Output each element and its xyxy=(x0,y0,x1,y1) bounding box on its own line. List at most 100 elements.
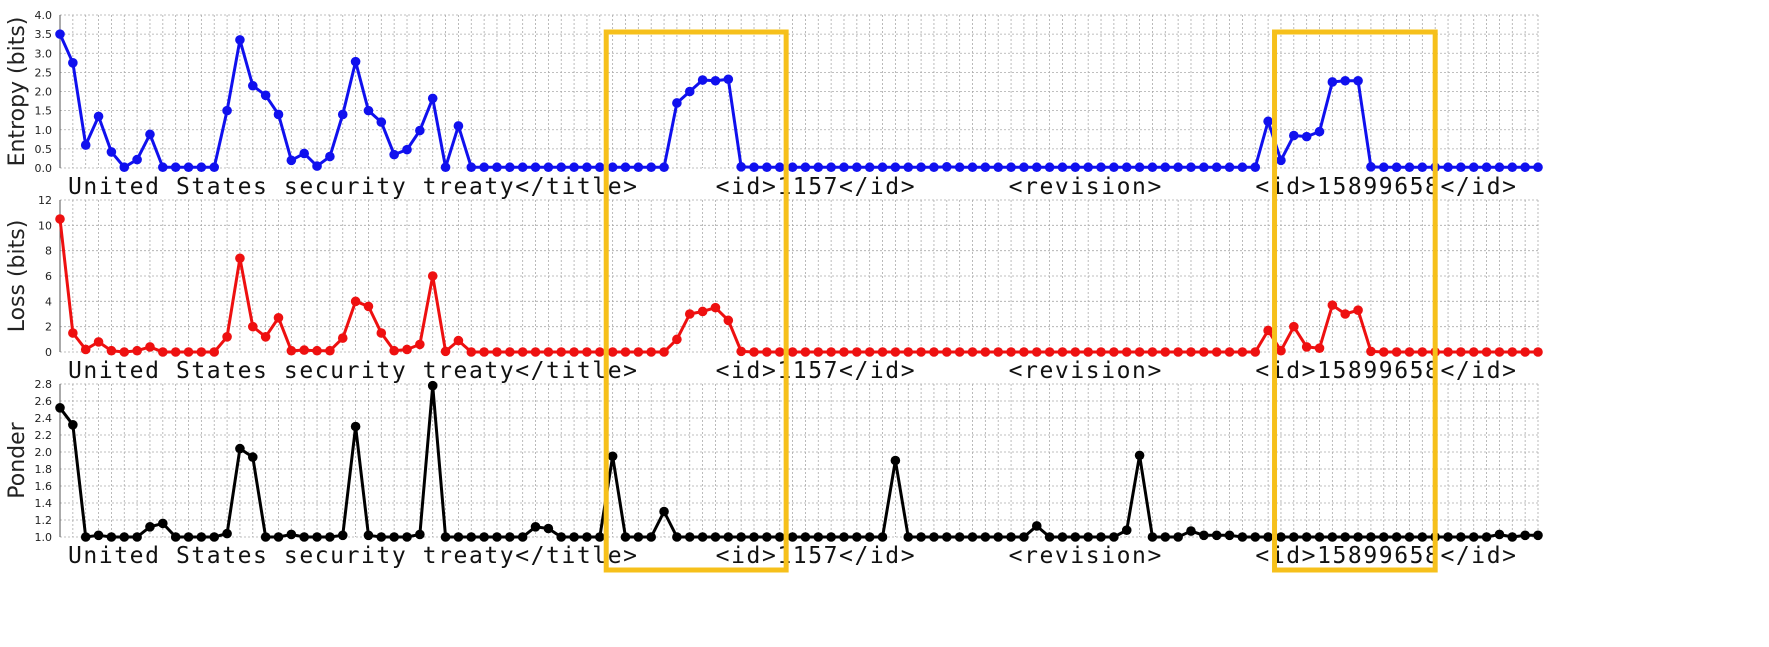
loss-point xyxy=(454,336,464,346)
ponder-point xyxy=(582,532,592,542)
ponder-point xyxy=(119,532,129,542)
loss-point xyxy=(479,347,489,357)
loss-point xyxy=(724,316,734,326)
ponder-point xyxy=(1199,531,1209,541)
entropy-point xyxy=(1045,162,1055,172)
ponder-point xyxy=(1418,532,1428,542)
loss-point xyxy=(1469,347,1479,357)
loss-point xyxy=(197,347,207,357)
entropy-point xyxy=(762,162,772,172)
loss-point xyxy=(659,347,669,357)
entropy-point xyxy=(1199,162,1209,172)
loss-point xyxy=(1302,342,1312,352)
loss-point xyxy=(826,347,836,357)
entropy-point xyxy=(325,152,335,162)
ponder-point xyxy=(222,529,232,539)
entropy-point xyxy=(608,162,618,172)
loss-point xyxy=(981,347,991,357)
ponder-point xyxy=(878,532,888,542)
ponder-point xyxy=(1392,532,1402,542)
ponder-point xyxy=(1469,532,1479,542)
loss-point xyxy=(1109,347,1119,357)
entropy-point xyxy=(698,75,708,85)
loss-point xyxy=(1495,347,1505,357)
ponder-point xyxy=(595,532,605,542)
loss-point xyxy=(287,346,297,356)
ponder-point xyxy=(1482,532,1492,542)
ponder-point xyxy=(492,532,502,542)
loss-point xyxy=(1160,347,1170,357)
entropy-point xyxy=(145,130,155,140)
entropy-point xyxy=(1469,162,1479,172)
entropy-point xyxy=(428,94,438,104)
ponder-point xyxy=(955,532,965,542)
ponder-point xyxy=(428,381,438,391)
entropy-point xyxy=(1353,76,1363,86)
ponder-point xyxy=(1302,532,1312,542)
loss-point xyxy=(1315,343,1325,353)
ponder-point xyxy=(338,531,348,541)
ponder-point xyxy=(325,532,335,542)
ponder-point xyxy=(1071,532,1081,542)
ponder-point xyxy=(1058,532,1068,542)
entropy-panel: 0.0 0.5 1.0 1.5 2.0 2.5 3.0 3.5 4.0 Entropy (bits… xyxy=(5,9,1543,200)
entropy-point xyxy=(1058,162,1068,172)
loss-point xyxy=(1276,346,1286,356)
entropy-point xyxy=(235,35,245,45)
ponder-point xyxy=(1353,532,1363,542)
ponder-point xyxy=(698,532,708,542)
ponder-point xyxy=(1160,532,1170,542)
ponder-point xyxy=(402,532,412,542)
entropy-point xyxy=(1482,162,1492,172)
loss-point xyxy=(1456,347,1466,357)
loss-ytick-label: 8 xyxy=(45,245,52,258)
entropy-point xyxy=(1418,162,1428,172)
ponder-point xyxy=(248,452,258,462)
ponder-ytick-label: 2.4 xyxy=(35,412,53,425)
ponder-point xyxy=(55,403,65,413)
loss-point xyxy=(711,303,721,313)
entropy-point xyxy=(1019,162,1029,172)
loss-point xyxy=(428,271,438,281)
loss-point xyxy=(775,347,785,357)
ponder-ytick-label: 2.0 xyxy=(35,446,53,459)
entropy-point xyxy=(197,162,207,172)
entropy-point xyxy=(993,162,1003,172)
ponder-point xyxy=(544,524,554,534)
ponder-point xyxy=(171,532,181,542)
loss-ytick-label: 0 xyxy=(45,346,52,359)
entropy-point xyxy=(646,162,656,172)
loss-ytick-label: 10 xyxy=(38,219,52,232)
loss-point xyxy=(865,347,875,357)
loss-point xyxy=(878,347,888,357)
ponder-point xyxy=(145,522,155,532)
ponder-point xyxy=(107,532,117,542)
ponder-point xyxy=(1122,525,1132,535)
loss-point xyxy=(1379,347,1389,357)
entropy-point xyxy=(865,162,875,172)
ponder-point xyxy=(1238,532,1248,542)
ponder-point xyxy=(518,532,528,542)
ponder-point xyxy=(1019,532,1029,542)
ponder-point xyxy=(556,532,566,542)
entropy-point xyxy=(968,162,978,172)
loss-point xyxy=(852,347,862,357)
loss-point xyxy=(621,347,631,357)
entropy-point xyxy=(1263,117,1273,127)
entropy-point xyxy=(1225,162,1235,172)
entropy-point xyxy=(1289,131,1299,141)
loss-point xyxy=(1071,347,1081,357)
entropy-point xyxy=(1340,76,1350,86)
ponder-point xyxy=(916,532,926,542)
ponder-point xyxy=(1148,532,1158,542)
entropy-ytick-label: 0.0 xyxy=(35,162,53,175)
loss-point xyxy=(1135,347,1145,357)
ponder-point xyxy=(479,532,489,542)
entropy-point xyxy=(1250,162,1260,172)
ponder-point xyxy=(711,532,721,542)
loss-point xyxy=(993,347,1003,357)
ponder-point xyxy=(184,532,194,542)
loss-point xyxy=(968,347,978,357)
ponder-point xyxy=(993,532,1003,542)
